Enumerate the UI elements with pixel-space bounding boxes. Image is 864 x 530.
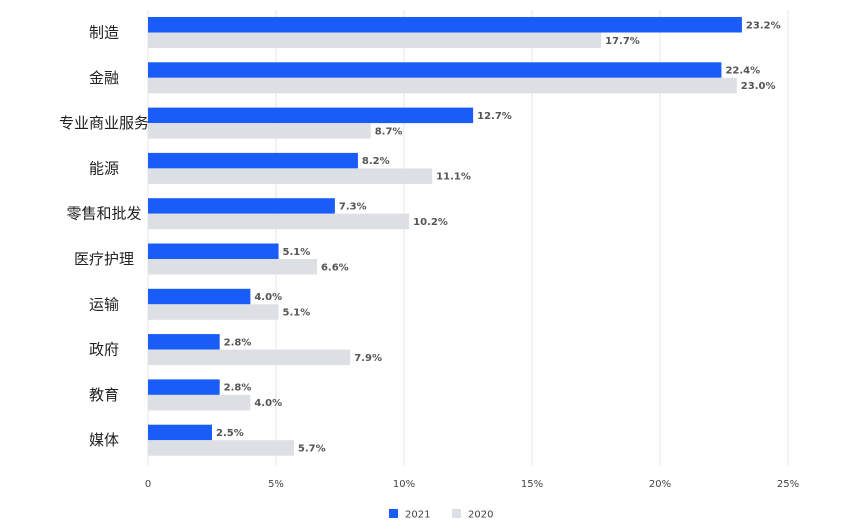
bar-2020 bbox=[148, 394, 251, 411]
data-label-2021: 2.5% bbox=[216, 428, 244, 439]
bar-2020 bbox=[148, 304, 279, 320]
bar-2021 bbox=[148, 334, 220, 350]
data-label-2021: 8.2% bbox=[362, 156, 390, 167]
bar-2021 bbox=[148, 62, 722, 78]
legend-swatch-2020 bbox=[452, 509, 461, 518]
data-label-2020: 5.1% bbox=[283, 308, 311, 319]
bar-2021 bbox=[148, 379, 220, 395]
legend: 2021 2020 bbox=[389, 509, 493, 521]
data-label-2020: 6.6% bbox=[321, 262, 349, 273]
legend-swatch-2021 bbox=[389, 509, 398, 518]
bar-2020 bbox=[148, 77, 737, 94]
bar-2020 bbox=[148, 259, 317, 275]
x-tick-label: 0 bbox=[145, 479, 151, 490]
data-label-2021: 2.8% bbox=[224, 383, 252, 394]
bar-2021 bbox=[148, 198, 335, 214]
bar-2021 bbox=[148, 152, 358, 169]
bar-2020 bbox=[148, 349, 351, 366]
data-label-2020: 8.7% bbox=[375, 126, 403, 137]
bar-2021 bbox=[148, 288, 251, 305]
x-tick-label: 20% bbox=[649, 479, 671, 490]
legend-label-2020: 2020 bbox=[468, 510, 493, 521]
category-label: 媒体 bbox=[89, 431, 119, 449]
category-label: 制造 bbox=[89, 24, 119, 42]
data-label-2021: 4.0% bbox=[254, 292, 282, 303]
data-label-2020: 4.0% bbox=[254, 398, 282, 409]
legend-label-2021: 2021 bbox=[405, 510, 430, 521]
data-label-2021: 22.4% bbox=[725, 66, 760, 77]
bar-2021 bbox=[148, 243, 279, 259]
x-tick-label: 25% bbox=[777, 479, 799, 490]
data-label-2020: 17.7% bbox=[605, 36, 640, 47]
data-label-2020: 7.9% bbox=[354, 353, 382, 364]
x-tick-label: 10% bbox=[393, 479, 415, 490]
data-label-2021: 12.7% bbox=[477, 111, 512, 122]
category-label: 医疗护理 bbox=[74, 250, 134, 268]
data-label-2020: 10.2% bbox=[413, 217, 448, 228]
bar-2020 bbox=[148, 213, 410, 230]
category-label: 能源 bbox=[89, 159, 119, 177]
data-label-2020: 11.1% bbox=[436, 172, 471, 183]
category-label: 教育 bbox=[89, 386, 119, 404]
data-label-2021: 7.3% bbox=[339, 201, 367, 212]
category-label: 零售和批发 bbox=[66, 205, 141, 223]
category-label: 专业商业服务 bbox=[59, 114, 149, 132]
category-label: 运输 bbox=[89, 295, 119, 313]
bar-2020 bbox=[148, 123, 371, 139]
bar-2020 bbox=[148, 440, 294, 456]
bar-2021 bbox=[148, 107, 474, 124]
data-label-2021: 5.1% bbox=[283, 247, 311, 258]
bar-2020 bbox=[148, 168, 433, 184]
bar-2021 bbox=[148, 424, 212, 441]
data-label-2020: 5.7% bbox=[298, 443, 326, 454]
category-label: 金融 bbox=[89, 69, 119, 87]
bars: 23.2% 17.7% 22.4% 23.0% 12.7% 8.7% 8.2% 11.1% 7.… bbox=[148, 17, 781, 456]
x-axis-ticks: 0 5% 10% 15% 20% 25% bbox=[145, 479, 799, 490]
bar-2021 bbox=[148, 17, 742, 33]
category-label: 政府 bbox=[89, 341, 119, 359]
x-tick-label: 15% bbox=[521, 479, 543, 490]
data-label-2020: 23.0% bbox=[741, 81, 776, 92]
data-label-2021: 2.8% bbox=[224, 337, 252, 348]
bar-2020 bbox=[148, 32, 602, 48]
data-label-2021: 23.2% bbox=[746, 20, 781, 31]
x-tick-label: 5% bbox=[268, 479, 284, 490]
